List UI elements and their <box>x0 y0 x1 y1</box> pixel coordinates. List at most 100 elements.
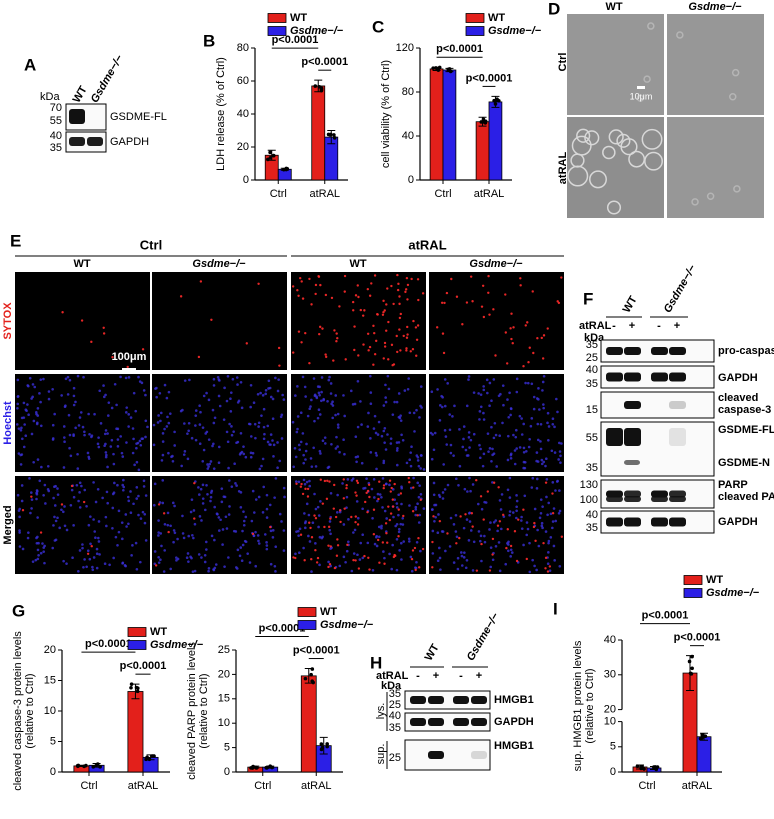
nucleus <box>167 390 171 394</box>
nucleus <box>16 394 20 398</box>
dead-cell <box>306 495 310 498</box>
dead-cell <box>405 276 409 280</box>
bar <box>488 101 503 181</box>
nucleus <box>198 404 201 407</box>
nucleus <box>545 457 548 461</box>
nucleus <box>169 412 172 415</box>
nucleus <box>462 556 466 559</box>
nucleus <box>468 446 471 449</box>
nucleus <box>142 485 146 488</box>
nucleus <box>527 445 531 449</box>
nucleus <box>432 448 436 452</box>
dead-cell <box>111 355 114 359</box>
nucleus <box>163 427 166 431</box>
nucleus <box>328 520 332 523</box>
dead-cell <box>382 484 386 487</box>
dead-cell <box>299 533 303 536</box>
nucleus <box>46 465 50 468</box>
nucleus <box>374 451 378 455</box>
nucleus <box>234 482 237 485</box>
nucleus <box>305 442 308 446</box>
dead-cell <box>390 343 394 347</box>
nucleus <box>16 493 20 497</box>
dead-cell <box>418 566 421 569</box>
nucleus <box>117 509 121 513</box>
kda-label: kDa <box>381 680 402 692</box>
nucleus <box>509 456 513 460</box>
nucleus <box>166 511 170 515</box>
nucleus <box>222 495 226 498</box>
nucleus <box>163 383 167 387</box>
nucleus <box>230 485 234 488</box>
kda-marker: 130 <box>580 479 598 491</box>
data-dot <box>654 767 659 772</box>
nucleus <box>70 488 74 492</box>
y-tick-label: 60 <box>237 75 249 87</box>
nucleus <box>498 499 502 502</box>
nucleus <box>515 494 518 497</box>
nucleus <box>92 518 95 521</box>
nucleus <box>510 551 514 554</box>
nucleus <box>38 392 41 395</box>
nucleus <box>382 550 385 553</box>
nucleus <box>504 562 508 566</box>
dead-cell <box>402 334 405 338</box>
nucleus <box>415 540 419 544</box>
nucleus <box>221 528 225 531</box>
nucleus <box>468 520 472 523</box>
nucleus <box>528 541 531 545</box>
y-tick-label: 20 <box>44 644 56 656</box>
nucleus <box>451 415 454 418</box>
nucleus <box>397 392 401 395</box>
nucleus <box>239 546 243 549</box>
nucleus <box>248 422 252 426</box>
nucleus <box>36 516 39 519</box>
dead-cell <box>534 539 537 543</box>
cell <box>691 198 699 206</box>
dead-cell <box>335 339 338 343</box>
nucleus <box>482 388 486 392</box>
nucleus <box>95 552 99 555</box>
nucleus <box>206 467 210 470</box>
dead-cell <box>402 514 405 518</box>
band-label: GAPDH <box>718 372 758 384</box>
nucleus <box>137 468 141 472</box>
nucleus <box>533 507 537 511</box>
nucleus <box>95 547 99 551</box>
nucleus <box>228 505 231 508</box>
dead-cell <box>411 348 415 351</box>
band <box>87 137 103 146</box>
nucleus <box>229 397 232 400</box>
micrograph <box>567 14 664 115</box>
nucleus <box>230 433 234 437</box>
nucleus <box>335 435 338 439</box>
dead-cell <box>510 312 513 315</box>
nucleus <box>366 425 370 428</box>
dead-cell <box>542 334 546 337</box>
nucleus <box>235 376 239 379</box>
nucleus <box>89 515 92 518</box>
nucleus <box>34 558 38 562</box>
nucleus <box>372 477 376 481</box>
nucleus <box>415 560 418 564</box>
nucleus <box>542 403 545 406</box>
nucleus <box>212 467 216 470</box>
nucleus <box>130 554 133 557</box>
dead-cell <box>405 347 408 350</box>
dead-cell <box>509 327 512 330</box>
nucleus <box>32 460 35 464</box>
dead-cell <box>383 562 386 565</box>
nucleus <box>193 569 197 573</box>
blot-strip <box>404 712 491 732</box>
nucleus <box>89 542 92 546</box>
nucleus <box>336 423 340 426</box>
nucleus <box>271 529 275 532</box>
nucleus <box>146 425 149 429</box>
nucleus <box>230 425 233 428</box>
dead-cell <box>373 331 376 335</box>
data-dot <box>431 66 435 70</box>
nucleus <box>183 450 187 453</box>
legend-label: WT <box>320 606 337 618</box>
nucleus <box>203 560 207 564</box>
dead-cell <box>409 350 412 353</box>
